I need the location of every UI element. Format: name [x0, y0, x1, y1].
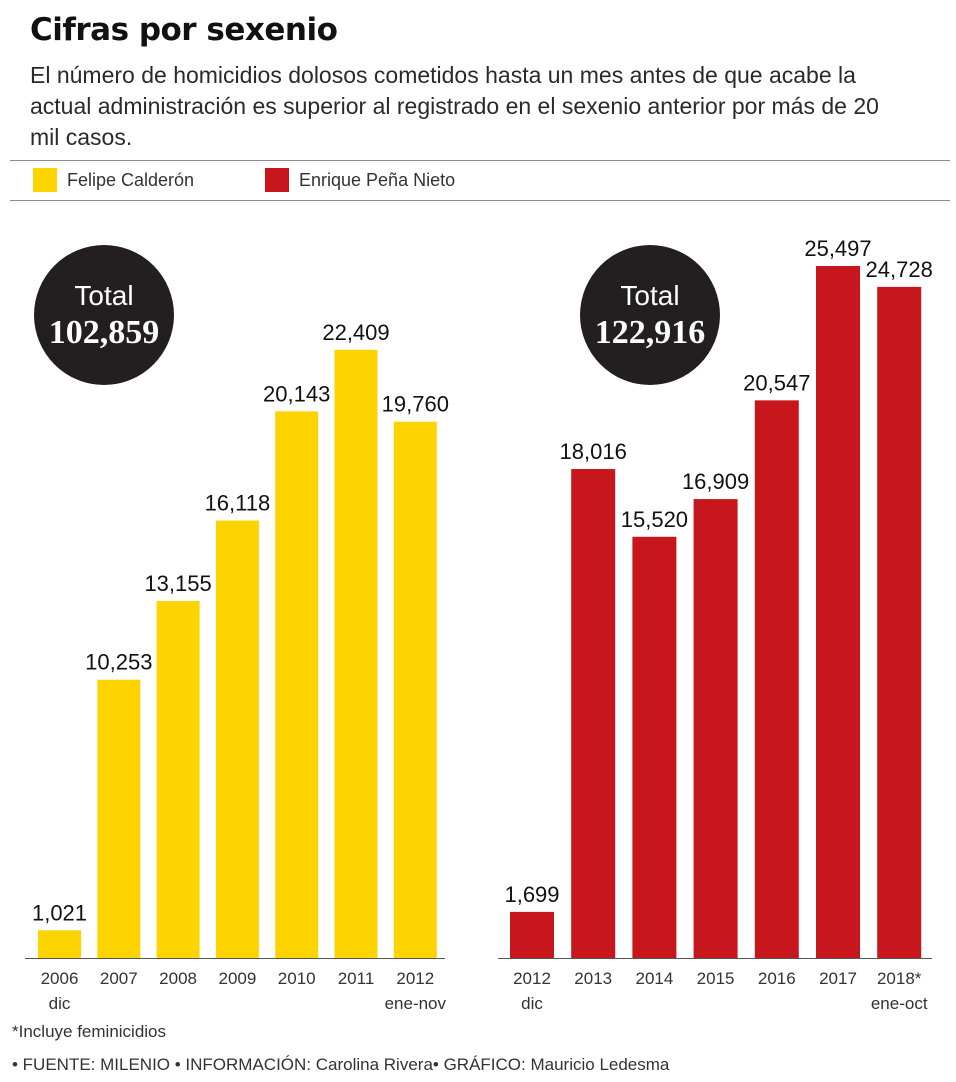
tick-label-pena-nieto-2-0: 2014	[635, 969, 673, 988]
chart-title: Cifras por sexenio	[30, 12, 338, 48]
chart-subtitle: El número de homicidios dolosos cometido…	[30, 62, 879, 150]
total-label-calderon: Total	[74, 280, 133, 311]
data-label-pena-nieto-1: 18,016	[560, 439, 627, 464]
data-label-calderon-6: 19,760	[382, 392, 449, 417]
tick-label-calderon-0-1: dic	[49, 994, 71, 1013]
bar-pena-nieto-4	[754, 400, 799, 958]
tick-label-pena-nieto-6-1: ene-oct	[871, 994, 928, 1013]
bar-calderon-1	[97, 679, 141, 958]
bar-calderon-4	[275, 411, 319, 959]
tick-label-pena-nieto-1-0: 2013	[574, 969, 612, 988]
data-label-pena-nieto-6: 24,728	[866, 257, 933, 282]
total-badge-calderon	[34, 245, 174, 385]
tick-label-pena-nieto-3-0: 2015	[697, 969, 735, 988]
tick-label-pena-nieto-4-0: 2016	[758, 969, 796, 988]
bar-pena-nieto-0	[510, 911, 554, 958]
data-label-pena-nieto-5: 25,497	[804, 236, 871, 261]
bar-pena-nieto-3	[693, 499, 738, 958]
tick-label-calderon-4-0: 2010	[278, 969, 316, 988]
source-credit: • FUENTE: MILENIO • INFORMACIÓN: Carolin…	[12, 1055, 670, 1074]
data-label-calderon-3: 16,118	[205, 491, 271, 516]
data-label-calderon-1: 10,253	[85, 650, 152, 675]
data-label-pena-nieto-4: 20,547	[743, 370, 810, 395]
bar-pena-nieto-5	[816, 266, 860, 958]
tick-label-calderon-0-0: 2006	[41, 969, 79, 988]
bar-calderon-3	[215, 520, 259, 958]
tick-label-pena-nieto-6-0: 2018*	[877, 969, 922, 988]
total-badge-pena-nieto	[580, 245, 720, 385]
top-divider	[10, 160, 950, 161]
tick-label-calderon-6-1: ene-nov	[385, 994, 447, 1013]
tick-label-calderon-3-0: 2009	[218, 969, 256, 988]
data-label-calderon-0: 1,021	[32, 900, 87, 925]
data-label-pena-nieto-0: 1,699	[504, 882, 559, 907]
footnote: *Incluye feminicidios	[12, 1022, 167, 1041]
tick-label-calderon-2-0: 2008	[159, 969, 197, 988]
bar-calderon-2	[156, 600, 200, 958]
legend-label-calderon: Felipe Calderón	[67, 169, 195, 190]
total-value-pena-nieto: 122,916	[595, 314, 706, 351]
data-label-calderon-4: 20,143	[263, 381, 330, 406]
data-label-pena-nieto-2: 15,520	[621, 507, 688, 532]
tick-label-pena-nieto-0-0: 2012	[513, 969, 551, 988]
bar-pena-nieto-1	[571, 469, 616, 958]
legend-divider	[10, 200, 950, 201]
bar-pena-nieto-2	[632, 536, 677, 958]
legend-item-calderon: Felipe Calderón	[33, 168, 194, 192]
data-label-calderon-2: 13,155	[144, 571, 211, 596]
bar-pena-nieto-6	[877, 286, 922, 959]
bar-calderon-6	[393, 421, 437, 959]
tick-label-pena-nieto-0-1: dic	[521, 994, 543, 1013]
tick-label-calderon-5-0: 2011	[338, 969, 375, 988]
total-value-calderon: 102,859	[49, 314, 160, 351]
legend-label-pena-nieto: Enrique Peña Nieto	[299, 169, 456, 190]
data-label-calderon-5: 22,409	[322, 320, 389, 345]
tick-label-calderon-1-0: 2007	[100, 969, 138, 988]
bar-calderon-5	[334, 349, 378, 958]
bar-calderon-0	[38, 930, 81, 958]
tick-label-pena-nieto-5-0: 2017	[819, 969, 857, 988]
total-label-pena-nieto: Total	[620, 280, 679, 311]
legend-item-pena-nieto: Enrique Peña Nieto	[265, 168, 455, 192]
legend-swatch-pena-nieto	[265, 168, 289, 192]
tick-label-calderon-6-0: 2012	[396, 969, 434, 988]
legend-swatch-calderon	[33, 168, 57, 192]
data-label-pena-nieto-3: 16,909	[682, 469, 749, 494]
